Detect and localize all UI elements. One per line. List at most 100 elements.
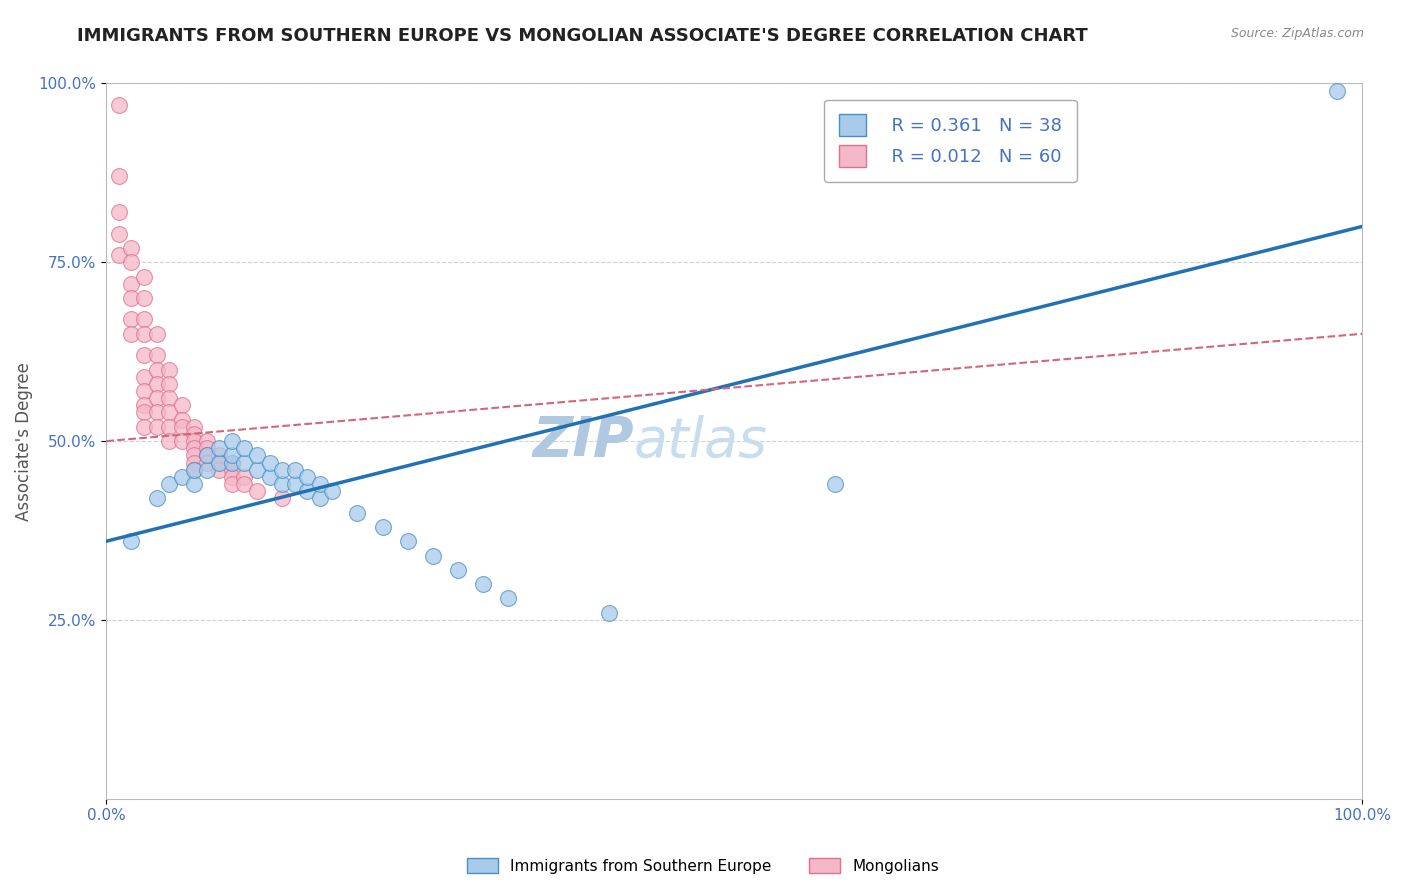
Point	[108, 205, 131, 219]
Point	[170, 470, 193, 484]
Point	[120, 534, 142, 549]
Point	[195, 456, 218, 470]
Point	[195, 434, 218, 449]
Point	[157, 434, 180, 449]
Point	[824, 477, 846, 491]
Point	[145, 419, 167, 434]
Point	[132, 326, 155, 341]
Point	[496, 591, 519, 606]
Point	[195, 442, 218, 456]
Point	[183, 477, 205, 491]
Point	[157, 376, 180, 391]
Point	[371, 520, 394, 534]
Point	[183, 419, 205, 434]
Point	[120, 255, 142, 269]
Point	[598, 606, 620, 620]
Point	[157, 405, 180, 419]
Point	[145, 348, 167, 362]
Point	[346, 506, 368, 520]
Point	[145, 391, 167, 405]
Point	[295, 470, 318, 484]
Point	[271, 463, 294, 477]
Point	[221, 463, 243, 477]
Point	[132, 405, 155, 419]
Point	[157, 362, 180, 376]
Point	[120, 241, 142, 255]
Point	[284, 477, 307, 491]
Point	[195, 449, 218, 463]
Point	[396, 534, 419, 549]
Point	[271, 491, 294, 506]
Point	[183, 426, 205, 441]
Point	[157, 391, 180, 405]
Point	[145, 491, 167, 506]
Point	[145, 326, 167, 341]
Point	[1326, 84, 1348, 98]
Point	[221, 477, 243, 491]
Point	[208, 456, 231, 470]
Point	[183, 463, 205, 477]
Point	[233, 470, 256, 484]
Legend:   R = 0.361   N = 38,   R = 0.012   N = 60: R = 0.361 N = 38, R = 0.012 N = 60	[824, 100, 1077, 182]
Point	[108, 227, 131, 241]
Point	[120, 291, 142, 305]
Point	[132, 269, 155, 284]
Point	[208, 456, 231, 470]
Point	[120, 277, 142, 291]
Point	[170, 434, 193, 449]
Point	[132, 291, 155, 305]
Point	[170, 412, 193, 426]
Point	[132, 348, 155, 362]
Point	[132, 398, 155, 412]
Point	[132, 369, 155, 384]
Point	[221, 434, 243, 449]
Point	[208, 449, 231, 463]
Text: atlas: atlas	[634, 415, 768, 467]
Point	[308, 477, 330, 491]
Point	[108, 248, 131, 262]
Legend: Immigrants from Southern Europe, Mongolians: Immigrants from Southern Europe, Mongoli…	[461, 852, 945, 880]
Y-axis label: Associate's Degree: Associate's Degree	[15, 361, 32, 521]
Point	[132, 419, 155, 434]
Point	[259, 456, 281, 470]
Text: ZIP: ZIP	[533, 414, 634, 468]
Point	[195, 449, 218, 463]
Point	[183, 463, 205, 477]
Point	[145, 405, 167, 419]
Point	[108, 169, 131, 184]
Point	[246, 484, 269, 499]
Point	[145, 376, 167, 391]
Point	[271, 477, 294, 491]
Point	[183, 456, 205, 470]
Point	[221, 470, 243, 484]
Point	[157, 477, 180, 491]
Point	[120, 312, 142, 326]
Point	[170, 419, 193, 434]
Text: Source: ZipAtlas.com: Source: ZipAtlas.com	[1230, 27, 1364, 40]
Point	[183, 434, 205, 449]
Point	[308, 491, 330, 506]
Point	[132, 312, 155, 326]
Point	[221, 449, 243, 463]
Point	[221, 456, 243, 470]
Point	[170, 398, 193, 412]
Point	[195, 463, 218, 477]
Point	[183, 442, 205, 456]
Point	[233, 456, 256, 470]
Point	[422, 549, 444, 563]
Point	[120, 326, 142, 341]
Point	[246, 449, 269, 463]
Point	[233, 442, 256, 456]
Point	[208, 463, 231, 477]
Point	[284, 463, 307, 477]
Point	[221, 456, 243, 470]
Point	[145, 362, 167, 376]
Point	[233, 477, 256, 491]
Point	[157, 419, 180, 434]
Point	[208, 442, 231, 456]
Point	[246, 463, 269, 477]
Point	[259, 470, 281, 484]
Point	[132, 384, 155, 398]
Point	[472, 577, 495, 591]
Point	[295, 484, 318, 499]
